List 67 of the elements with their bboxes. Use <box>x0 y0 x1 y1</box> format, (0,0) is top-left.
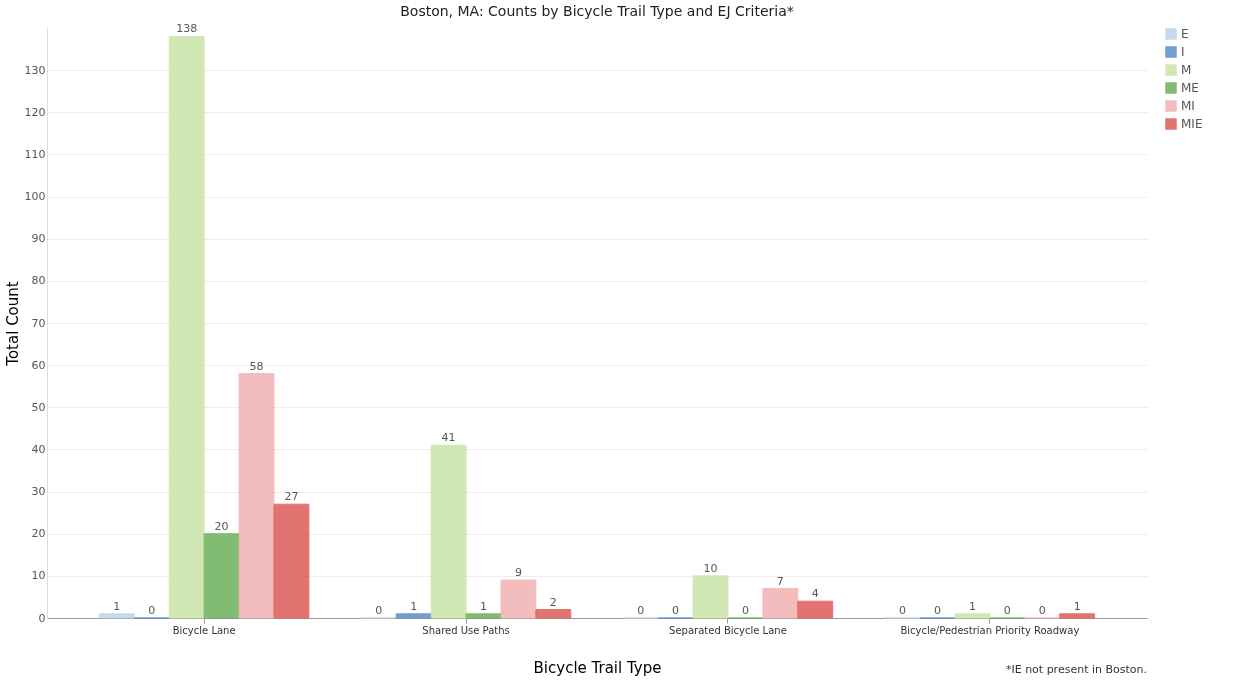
data-label: 41 <box>441 431 456 445</box>
y-tick-label: 50 <box>31 400 46 414</box>
chart-title: Boston, MA: Counts by Bicycle Trail Type and EJ Criteria* <box>400 3 794 20</box>
bar <box>1059 613 1096 619</box>
y-tick-label: 10 <box>31 569 46 583</box>
y-axis-title: Total Count <box>3 281 22 367</box>
x-axis-title: Bicycle Trail Type <box>533 658 662 677</box>
data-label: 0 <box>672 604 680 617</box>
y-tick-label: 80 <box>31 274 46 288</box>
bar <box>395 613 432 619</box>
bar <box>98 613 135 619</box>
bar <box>430 444 467 619</box>
legend-label: MI <box>1181 99 1195 113</box>
y-tick-label: 130 <box>24 63 46 77</box>
y-tick-label: 30 <box>31 485 46 499</box>
legend-label: ME <box>1181 81 1199 95</box>
data-label: 0 <box>1003 604 1011 617</box>
y-tick-label: 100 <box>24 190 46 204</box>
data-label: 4 <box>811 587 819 601</box>
y-tick-label: 120 <box>24 105 46 119</box>
x-tick-label: Separated Bicycle Lane <box>669 624 787 636</box>
legend-label: I <box>1181 45 1185 59</box>
bar <box>238 373 275 619</box>
data-label: 0 <box>899 604 907 617</box>
data-label: 10 <box>703 561 718 575</box>
data-label: 1 <box>113 599 121 613</box>
x-tick-label: Bicycle Lane <box>172 624 236 636</box>
y-tick-label: 40 <box>31 442 46 456</box>
data-label: 1 <box>480 599 488 613</box>
bar <box>954 613 991 619</box>
y-tick-label: 20 <box>31 527 46 541</box>
data-label: 1 <box>968 599 976 613</box>
data-label: 20 <box>214 519 229 533</box>
data-label: 0 <box>1038 604 1046 617</box>
data-label: 0 <box>637 604 645 617</box>
x-tick-label: Bicycle/Pedestrian Priority Roadway <box>900 624 1080 636</box>
data-label: 58 <box>249 359 264 373</box>
data-label: 0 <box>933 604 941 617</box>
data-label: 0 <box>741 604 749 617</box>
bar <box>500 579 537 619</box>
data-label: 138 <box>176 22 198 36</box>
bar <box>168 35 205 619</box>
data-label: 7 <box>776 574 784 588</box>
bar <box>797 600 834 619</box>
data-label: 0 <box>375 604 383 617</box>
bar <box>762 588 799 619</box>
bar <box>692 575 729 619</box>
bar <box>273 503 310 619</box>
data-label: 1 <box>410 599 418 613</box>
y-tick-label: 110 <box>24 147 46 161</box>
data-label: 0 <box>148 604 156 617</box>
legend-label: E <box>1181 27 1189 41</box>
data-label: 1 <box>1073 599 1081 613</box>
y-tick-label: 0 <box>38 611 46 625</box>
data-label: 2 <box>549 595 557 609</box>
data-label: 27 <box>284 490 299 504</box>
y-tick-label: 70 <box>31 316 46 330</box>
bar <box>203 533 240 619</box>
bar <box>465 613 502 619</box>
legend-label: MIE <box>1181 117 1203 131</box>
text: *IE not present in Boston. <box>1005 663 1147 676</box>
legend-label: M <box>1181 63 1192 77</box>
x-tick-label: Shared Use Paths <box>422 624 510 636</box>
y-tick-label: 60 <box>31 358 46 372</box>
data-label: 9 <box>514 566 522 580</box>
y-tick-label: 90 <box>31 232 46 246</box>
bar <box>535 609 572 619</box>
